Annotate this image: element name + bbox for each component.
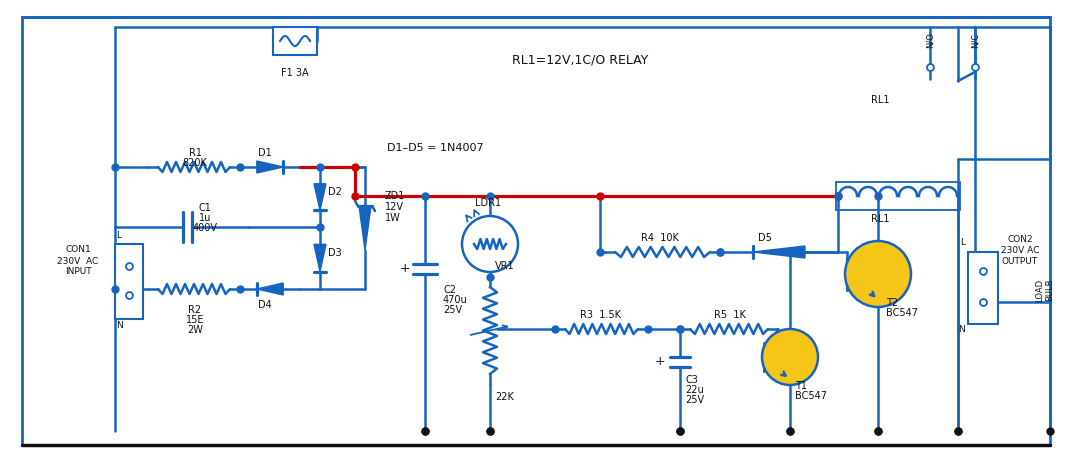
Polygon shape <box>314 245 326 272</box>
Text: RL1=12V,1C/O RELAY: RL1=12V,1C/O RELAY <box>512 53 648 66</box>
Text: 22u: 22u <box>685 384 704 394</box>
Text: 25V: 25V <box>685 394 704 404</box>
Text: 15E: 15E <box>186 314 204 324</box>
Text: R2: R2 <box>188 304 202 314</box>
Text: R3  1.5K: R3 1.5K <box>580 309 621 319</box>
Text: LDR1: LDR1 <box>475 198 501 207</box>
Circle shape <box>462 217 518 272</box>
Text: +: + <box>399 262 410 275</box>
Text: 12V: 12V <box>384 201 404 212</box>
Text: 2W: 2W <box>187 324 203 334</box>
Text: 820K: 820K <box>183 158 207 168</box>
Text: CON1: CON1 <box>65 245 91 254</box>
Circle shape <box>761 329 818 385</box>
Polygon shape <box>314 184 326 211</box>
Text: N/C: N/C <box>971 32 979 48</box>
Text: T1: T1 <box>795 380 807 390</box>
Text: VR1: VR1 <box>494 260 515 270</box>
Text: C2: C2 <box>443 284 456 294</box>
Text: 470u: 470u <box>443 294 468 304</box>
Text: D5: D5 <box>758 232 772 243</box>
Text: C3: C3 <box>685 374 697 384</box>
Text: BC547: BC547 <box>795 390 827 400</box>
Text: CON2: CON2 <box>1007 235 1033 244</box>
Text: INPUT: INPUT <box>65 267 91 276</box>
Text: RL1: RL1 <box>870 95 890 105</box>
Text: 22K: 22K <box>494 391 514 401</box>
Bar <box>836 182 960 211</box>
Text: 25V: 25V <box>443 304 462 314</box>
Text: 1W: 1W <box>384 213 400 223</box>
Polygon shape <box>256 283 283 295</box>
Text: R4  10K: R4 10K <box>641 232 679 243</box>
Text: D1: D1 <box>258 148 272 158</box>
Polygon shape <box>256 162 283 174</box>
Bar <box>273 28 317 56</box>
Text: LOAD: LOAD <box>1036 278 1045 301</box>
Text: N/O: N/O <box>926 32 934 48</box>
Circle shape <box>845 242 911 307</box>
Text: BC547: BC547 <box>886 307 918 317</box>
Text: F1 3A: F1 3A <box>281 68 309 78</box>
Text: R5  1K: R5 1K <box>714 309 745 319</box>
Polygon shape <box>359 206 371 250</box>
Text: L: L <box>960 238 965 247</box>
Text: N: N <box>958 325 965 334</box>
Text: OUTPUT: OUTPUT <box>1002 257 1038 266</box>
Text: N: N <box>116 320 123 329</box>
Text: RL1: RL1 <box>870 213 890 224</box>
Text: 230V AC: 230V AC <box>1001 246 1039 255</box>
Text: C1: C1 <box>199 202 211 213</box>
Text: D1–D5 = 1N4007: D1–D5 = 1N4007 <box>387 143 484 153</box>
Text: ZD1: ZD1 <box>384 191 406 200</box>
Bar <box>115 244 143 319</box>
Text: +: + <box>655 355 665 368</box>
Text: T2: T2 <box>886 297 898 307</box>
Text: D2: D2 <box>328 187 342 197</box>
Text: BULB: BULB <box>1046 278 1054 300</box>
Text: D3: D3 <box>328 247 342 257</box>
Text: 230V  AC: 230V AC <box>58 256 98 265</box>
Text: 1u: 1u <box>199 213 211 223</box>
Polygon shape <box>753 246 805 258</box>
Text: L: L <box>116 231 121 240</box>
Bar <box>968 252 998 324</box>
Text: R1: R1 <box>188 148 202 158</box>
Text: 400V: 400V <box>192 223 218 232</box>
Text: D4: D4 <box>258 300 272 309</box>
